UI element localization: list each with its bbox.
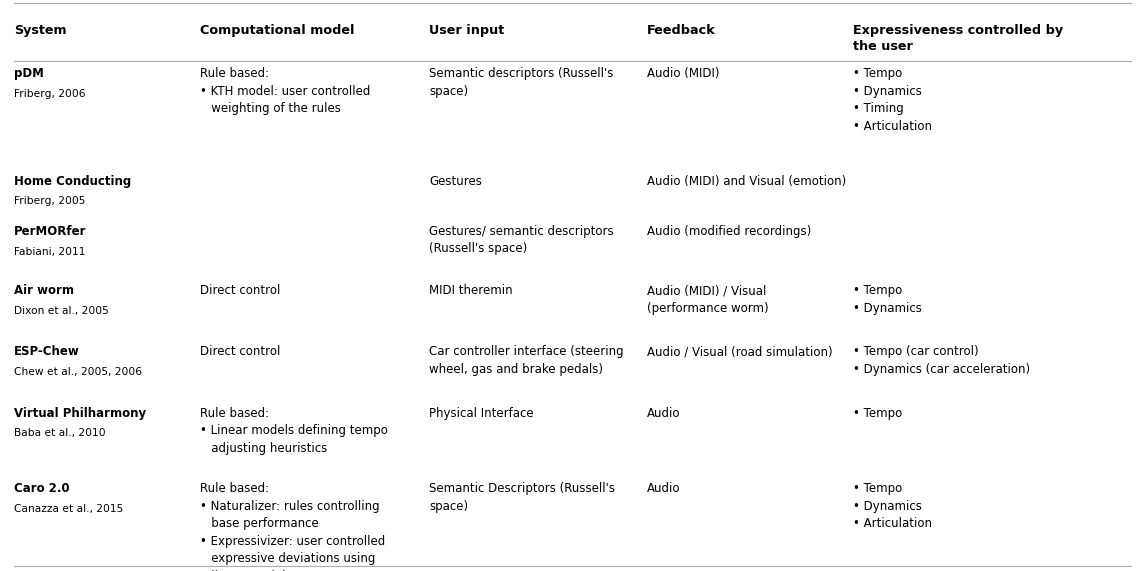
Text: User input: User input [429, 24, 505, 37]
Text: Baba et al., 2010: Baba et al., 2010 [14, 428, 105, 439]
Text: pDM: pDM [14, 67, 44, 81]
Text: Virtual Philharmony: Virtual Philharmony [14, 407, 145, 420]
Text: Fabiani, 2011: Fabiani, 2011 [14, 247, 85, 257]
Text: Gestures: Gestures [429, 175, 482, 188]
Text: Audio (MIDI) and Visual (emotion): Audio (MIDI) and Visual (emotion) [647, 175, 846, 188]
Text: Semantic Descriptors (Russell's
space): Semantic Descriptors (Russell's space) [429, 482, 615, 513]
Text: Expressiveness controlled by
the user: Expressiveness controlled by the user [853, 24, 1064, 54]
Text: Audio: Audio [647, 482, 680, 496]
Text: Audio / Visual (road simulation): Audio / Visual (road simulation) [647, 345, 832, 359]
Text: Dixon et al., 2005: Dixon et al., 2005 [14, 306, 109, 316]
Text: Canazza et al., 2015: Canazza et al., 2015 [14, 504, 123, 514]
Text: Feedback: Feedback [647, 24, 716, 37]
Text: Direct control: Direct control [200, 345, 281, 359]
Text: Gestures/ semantic descriptors
(Russell's space): Gestures/ semantic descriptors (Russell'… [429, 225, 614, 255]
Text: Caro 2.0: Caro 2.0 [14, 482, 70, 496]
Text: • Tempo
• Dynamics
• Timing
• Articulation: • Tempo • Dynamics • Timing • Articulati… [853, 67, 932, 133]
Text: Chew et al., 2005, 2006: Chew et al., 2005, 2006 [14, 367, 142, 377]
Text: Air worm: Air worm [14, 284, 73, 297]
Text: Rule based:
• KTH model: user controlled
   weighting of the rules: Rule based: • KTH model: user controlled… [200, 67, 371, 115]
Text: Car controller interface (steering
wheel, gas and brake pedals): Car controller interface (steering wheel… [429, 345, 624, 376]
Text: Rule based:
• Naturalizer: rules controlling
   base performance
• Expressivizer: Rule based: • Naturalizer: rules control… [200, 482, 386, 571]
Text: • Tempo: • Tempo [853, 407, 902, 420]
Text: • Tempo
• Dynamics: • Tempo • Dynamics [853, 284, 922, 315]
Text: Audio: Audio [647, 407, 680, 420]
Text: Physical Interface: Physical Interface [429, 407, 534, 420]
Text: MIDI theremin: MIDI theremin [429, 284, 513, 297]
Text: Semantic descriptors (Russell's
space): Semantic descriptors (Russell's space) [429, 67, 614, 98]
Text: Computational model: Computational model [200, 24, 355, 37]
Text: PerMORfer: PerMORfer [14, 225, 86, 238]
Text: Friberg, 2005: Friberg, 2005 [14, 196, 85, 207]
Text: Audio (MIDI): Audio (MIDI) [647, 67, 719, 81]
Text: Home Conducting: Home Conducting [14, 175, 131, 188]
Text: Audio (MIDI) / Visual
(performance worm): Audio (MIDI) / Visual (performance worm) [647, 284, 768, 315]
Text: • Tempo (car control)
• Dynamics (car acceleration): • Tempo (car control) • Dynamics (car ac… [853, 345, 1030, 376]
Text: Friberg, 2006: Friberg, 2006 [14, 89, 85, 99]
Text: System: System [14, 24, 66, 37]
Text: Direct control: Direct control [200, 284, 281, 297]
Text: Rule based:
• Linear models defining tempo
   adjusting heuristics: Rule based: • Linear models defining tem… [200, 407, 388, 455]
Text: ESP-Chew: ESP-Chew [14, 345, 79, 359]
Text: Audio (modified recordings): Audio (modified recordings) [647, 225, 811, 238]
Text: • Tempo
• Dynamics
• Articulation: • Tempo • Dynamics • Articulation [853, 482, 932, 530]
